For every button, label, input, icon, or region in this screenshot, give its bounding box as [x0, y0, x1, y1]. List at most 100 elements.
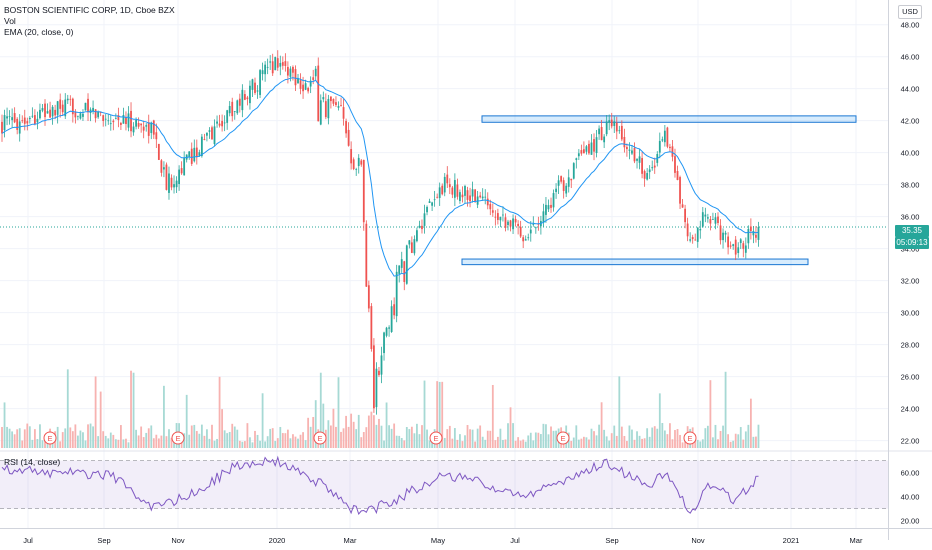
candle[interactable] [438, 182, 441, 206]
candle[interactable] [324, 93, 327, 120]
candle[interactable] [109, 115, 112, 131]
candle[interactable] [246, 95, 249, 106]
candle-series[interactable] [1, 50, 760, 415]
candle[interactable] [431, 201, 433, 211]
candle[interactable] [6, 107, 8, 126]
volume-label[interactable]: Vol [4, 16, 16, 26]
candle[interactable] [410, 236, 413, 254]
candle[interactable] [203, 133, 206, 141]
candle[interactable] [669, 143, 671, 153]
candle[interactable] [456, 178, 459, 200]
candle[interactable] [661, 136, 664, 143]
earnings-marker[interactable]: E [171, 431, 185, 445]
candle[interactable] [484, 189, 487, 205]
candle[interactable] [238, 93, 241, 113]
candle[interactable] [651, 160, 654, 171]
currency-button[interactable]: USD [898, 5, 922, 19]
candle[interactable] [719, 219, 722, 245]
candle[interactable] [279, 55, 282, 76]
resistance-band[interactable] [481, 115, 857, 123]
candle[interactable] [56, 100, 59, 124]
candle[interactable] [679, 175, 681, 209]
candle[interactable] [752, 226, 755, 244]
candle[interactable] [276, 50, 279, 71]
candle[interactable] [714, 212, 717, 230]
candle[interactable] [595, 130, 598, 158]
candle[interactable] [613, 116, 616, 133]
candle[interactable] [562, 177, 565, 199]
candle[interactable] [547, 199, 550, 212]
candle[interactable] [496, 208, 499, 225]
candle[interactable] [512, 214, 514, 234]
candle[interactable] [1, 114, 3, 142]
candle[interactable] [737, 242, 740, 258]
candle[interactable] [471, 181, 474, 203]
candle[interactable] [362, 159, 365, 231]
candle[interactable] [638, 148, 641, 170]
candle[interactable] [259, 69, 261, 99]
candle[interactable] [208, 127, 211, 139]
candle[interactable] [749, 218, 752, 240]
candle[interactable] [375, 362, 378, 415]
candle[interactable] [378, 367, 380, 377]
candle[interactable] [317, 57, 320, 122]
candle[interactable] [330, 96, 332, 109]
candle[interactable] [46, 103, 49, 114]
candle[interactable] [39, 103, 41, 120]
candle[interactable] [598, 125, 600, 140]
candle[interactable] [585, 145, 588, 155]
candle[interactable] [49, 101, 51, 118]
candle[interactable] [648, 165, 651, 179]
candle[interactable] [130, 102, 132, 138]
candle[interactable] [87, 93, 89, 121]
candle[interactable] [228, 101, 231, 117]
candle[interactable] [545, 196, 547, 223]
candle[interactable] [570, 178, 573, 189]
candle[interactable] [59, 93, 62, 118]
candle[interactable] [26, 117, 29, 131]
earnings-marker[interactable]: E [429, 431, 443, 445]
candle[interactable] [701, 207, 704, 228]
candle[interactable] [517, 220, 520, 235]
candle[interactable] [433, 190, 436, 207]
candle[interactable] [464, 184, 466, 204]
candle[interactable] [142, 120, 145, 139]
candle[interactable] [157, 143, 160, 161]
candle[interactable] [722, 228, 724, 249]
candle[interactable] [243, 90, 246, 101]
candle[interactable] [23, 109, 26, 131]
candle[interactable] [572, 162, 575, 180]
candle[interactable] [180, 161, 183, 175]
candle[interactable] [145, 122, 148, 132]
ema-label[interactable]: EMA (20, close, 0) [4, 27, 74, 37]
candle[interactable] [620, 120, 623, 142]
candle[interactable] [322, 91, 325, 103]
candle[interactable] [593, 133, 595, 161]
candle[interactable] [658, 132, 661, 159]
candle[interactable] [66, 94, 69, 105]
candle[interactable] [206, 132, 208, 142]
candle[interactable] [200, 133, 203, 158]
candle[interactable] [36, 111, 39, 130]
candle[interactable] [524, 235, 527, 241]
candle[interactable] [150, 121, 153, 140]
candle[interactable] [393, 297, 396, 320]
candle[interactable] [623, 128, 626, 153]
candle[interactable] [114, 113, 117, 120]
candle[interactable] [405, 244, 408, 285]
candle[interactable] [636, 157, 638, 169]
candle[interactable] [421, 219, 423, 234]
candle[interactable] [633, 142, 636, 164]
candle[interactable] [436, 193, 439, 199]
candle[interactable] [527, 233, 530, 241]
candle[interactable] [233, 110, 236, 120]
candle[interactable] [132, 122, 135, 136]
candle[interactable] [643, 169, 646, 187]
candle[interactable] [269, 55, 272, 70]
candle[interactable] [600, 119, 603, 141]
candle[interactable] [365, 220, 368, 287]
candle[interactable] [446, 166, 449, 188]
candle[interactable] [681, 198, 684, 208]
candle[interactable] [694, 233, 697, 241]
